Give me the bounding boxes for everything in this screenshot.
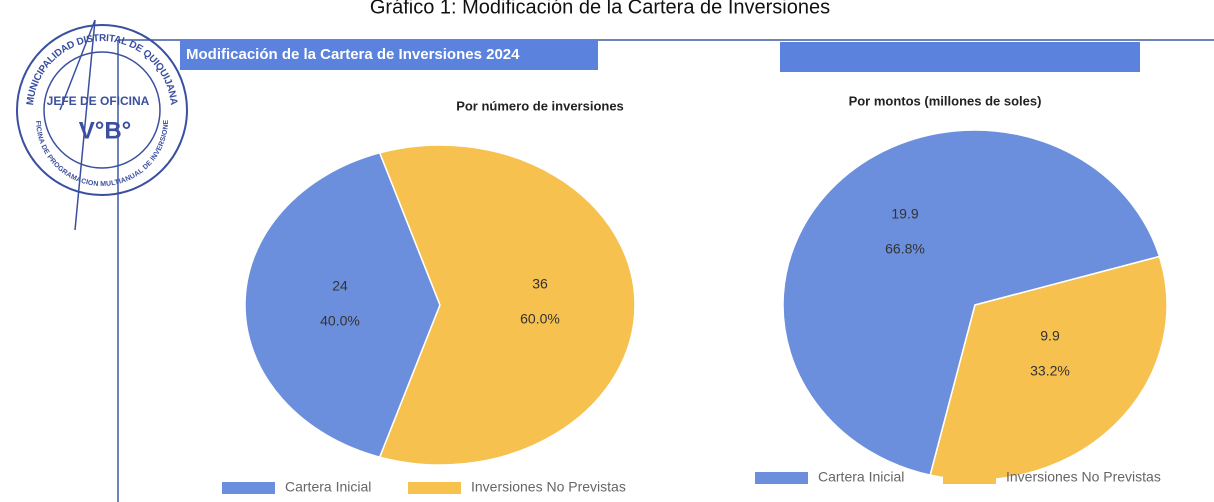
- legend-swatch: [408, 482, 461, 494]
- legend-label: Cartera Inicial: [285, 479, 371, 495]
- value-label: 9.9: [1040, 328, 1060, 344]
- stamp-ring: [16, 24, 188, 196]
- pie-slice: [244, 151, 441, 459]
- value-label: 19.9: [891, 206, 918, 222]
- pie-slice: [378, 144, 636, 466]
- banner: [780, 42, 1140, 72]
- legend-swatch: [943, 472, 996, 484]
- stamp-role: JEFE DE OFICINA: [47, 94, 150, 108]
- stamp-ring: [43, 51, 161, 169]
- page-title: Gráfico 1: Modificación de la Cartera de…: [370, 0, 830, 18]
- signature: [59, 19, 96, 231]
- percent-label: 33.2%: [1030, 363, 1070, 379]
- legend-label: Inversiones No Previstas: [1006, 469, 1161, 485]
- value-label: 24: [332, 278, 348, 294]
- legend-swatch: [222, 482, 275, 494]
- legend-swatch: [755, 472, 808, 484]
- chart-subtitle: Por número de inversiones: [456, 98, 624, 113]
- chart-subtitle: Por montos (millones de soles): [849, 93, 1042, 108]
- value-label: 36: [532, 276, 548, 292]
- banner: [180, 40, 598, 70]
- banner-text: Modificación de la Cartera de Inversione…: [186, 46, 520, 63]
- stamp: MUNICIPALIDAD DISTRITAL DE QUIQUIJANA OF…: [0, 0, 188, 231]
- pie-slice: [782, 129, 1161, 477]
- percent-label: 40.0%: [320, 313, 360, 329]
- percent-label: 66.8%: [885, 241, 925, 257]
- stamp-mark: V°B°: [79, 117, 132, 144]
- legend-label: Cartera Inicial: [818, 469, 904, 485]
- legend-label: Inversiones No Previstas: [471, 479, 626, 495]
- percent-label: 60.0%: [520, 311, 560, 327]
